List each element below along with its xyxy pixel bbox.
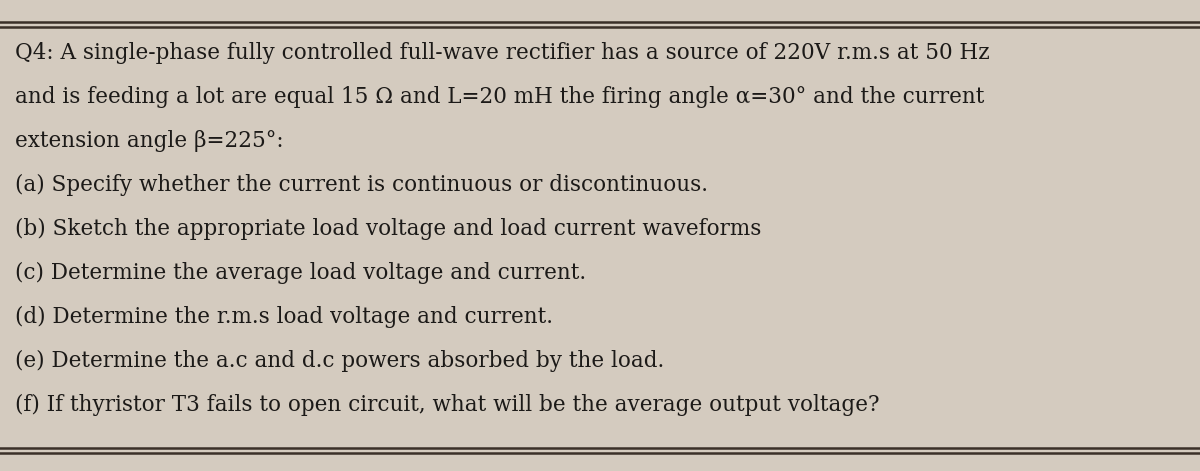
Text: (e) Determine the a.c and d.c powers absorbed by the load.: (e) Determine the a.c and d.c powers abs… — [14, 350, 665, 372]
Text: (c) Determine the average load voltage and current.: (c) Determine the average load voltage a… — [14, 262, 586, 284]
Text: (f) If thyristor T3 fails to open circuit, what will be the average output volta: (f) If thyristor T3 fails to open circui… — [14, 394, 880, 416]
Text: Q4: A single-phase fully controlled full-wave rectifier has a source of 220V r.m: Q4: A single-phase fully controlled full… — [14, 42, 990, 64]
Text: (d) Determine the r.m.s load voltage and current.: (d) Determine the r.m.s load voltage and… — [14, 306, 553, 328]
Text: extension angle β=225°:: extension angle β=225°: — [14, 130, 283, 152]
Text: and is feeding a lot are equal 15 Ω and L=20 mH the firing angle α=30° and the c: and is feeding a lot are equal 15 Ω and … — [14, 86, 984, 108]
Text: (b) Sketch the appropriate load voltage and load current waveforms: (b) Sketch the appropriate load voltage … — [14, 218, 761, 240]
Text: (a) Specify whether the current is continuous or discontinuous.: (a) Specify whether the current is conti… — [14, 174, 708, 196]
